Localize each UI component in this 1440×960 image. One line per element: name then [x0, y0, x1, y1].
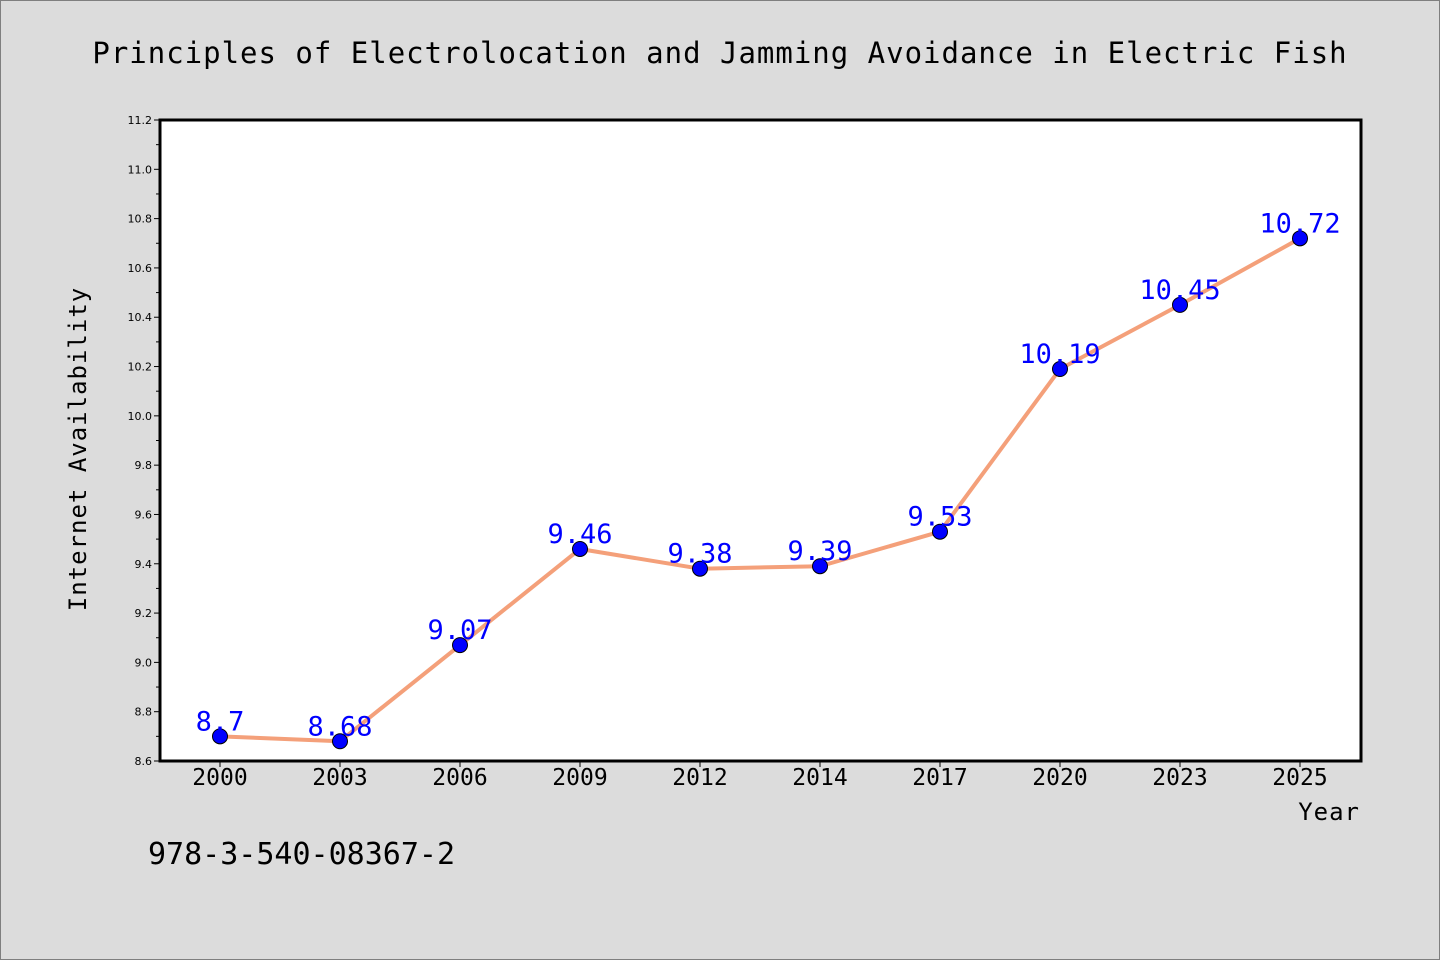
x-tick-label: 2012	[672, 765, 727, 791]
y-axis-label: Internet Availability	[64, 287, 92, 611]
x-tick-label: 2006	[432, 765, 487, 791]
data-label: 9.38	[667, 539, 732, 570]
data-point	[1292, 230, 1308, 247]
x-tick-label: 2014	[792, 765, 847, 791]
y-tick-label: 9.2	[135, 607, 153, 620]
data-point	[452, 637, 468, 654]
x-tick-label: 2023	[1152, 765, 1207, 791]
data-label: 9.39	[787, 536, 852, 567]
data-point	[812, 558, 828, 575]
data-label: 9.46	[547, 519, 612, 550]
x-axis: 2000 2003 2006 2009 2012 2014 2017 2020 2023 2025	[192, 761, 1328, 791]
x-tick-label: 2003	[312, 765, 367, 791]
y-tick-label: 9.0	[135, 656, 153, 669]
data-point	[1172, 296, 1188, 313]
data-point	[1052, 361, 1068, 378]
x-tick-label: 2017	[912, 765, 967, 791]
series-line	[218, 236, 1302, 744]
data-point	[692, 560, 708, 577]
x-tick-label: 2020	[1032, 765, 1087, 791]
y-tick-label: 10.6	[128, 262, 153, 275]
y-axis: 8.6 8.8 9.0 9.2 9.4 9.6 9.8 10.0 10.2 10.4 10.6 10.…	[128, 114, 160, 768]
y-tick-label: 8.6	[135, 755, 153, 768]
y-tick-label: 9.6	[135, 508, 153, 521]
x-axis-label: Year	[1298, 798, 1360, 826]
x-tick-label: 2000	[192, 765, 247, 791]
series-line-group: 8.7 8.68 9.07 9.46 9.38 9.39 9.53 10.19 10.45 10.…	[196, 208, 1341, 750]
chart-title: Principles of Electrolocation and Jammin…	[92, 36, 1347, 70]
y-tick-label: 10.8	[128, 213, 153, 226]
y-tick-label: 9.8	[135, 459, 153, 472]
data-label: 10.19	[1019, 339, 1100, 370]
y-tick-label: 11.2	[128, 114, 153, 127]
data-label: 10.72	[1259, 208, 1340, 239]
x-tick-label: 2009	[552, 765, 607, 791]
y-tick-label: 10.2	[128, 361, 153, 374]
y-tick-label: 10.0	[128, 410, 153, 423]
y-tick-label: 11.0	[128, 163, 153, 176]
y-tick-label: 10.4	[128, 311, 153, 324]
data-label: 8.68	[307, 711, 372, 742]
data-label: 8.7	[196, 706, 245, 737]
data-label: 10.45	[1139, 275, 1220, 306]
plot-area	[160, 120, 1361, 761]
data-point	[332, 733, 348, 750]
data-label: 9.07	[427, 615, 492, 646]
y-tick-label: 8.8	[135, 706, 153, 719]
data-point	[932, 523, 948, 540]
data-label: 9.53	[907, 502, 972, 533]
x-tick-label: 2025	[1272, 765, 1327, 791]
y-tick-label: 9.4	[135, 558, 153, 571]
data-point	[572, 540, 588, 557]
plot-border	[158, 118, 1363, 763]
data-point	[212, 728, 228, 745]
isbn-text: 978-3-540-08367-2	[148, 837, 455, 872]
